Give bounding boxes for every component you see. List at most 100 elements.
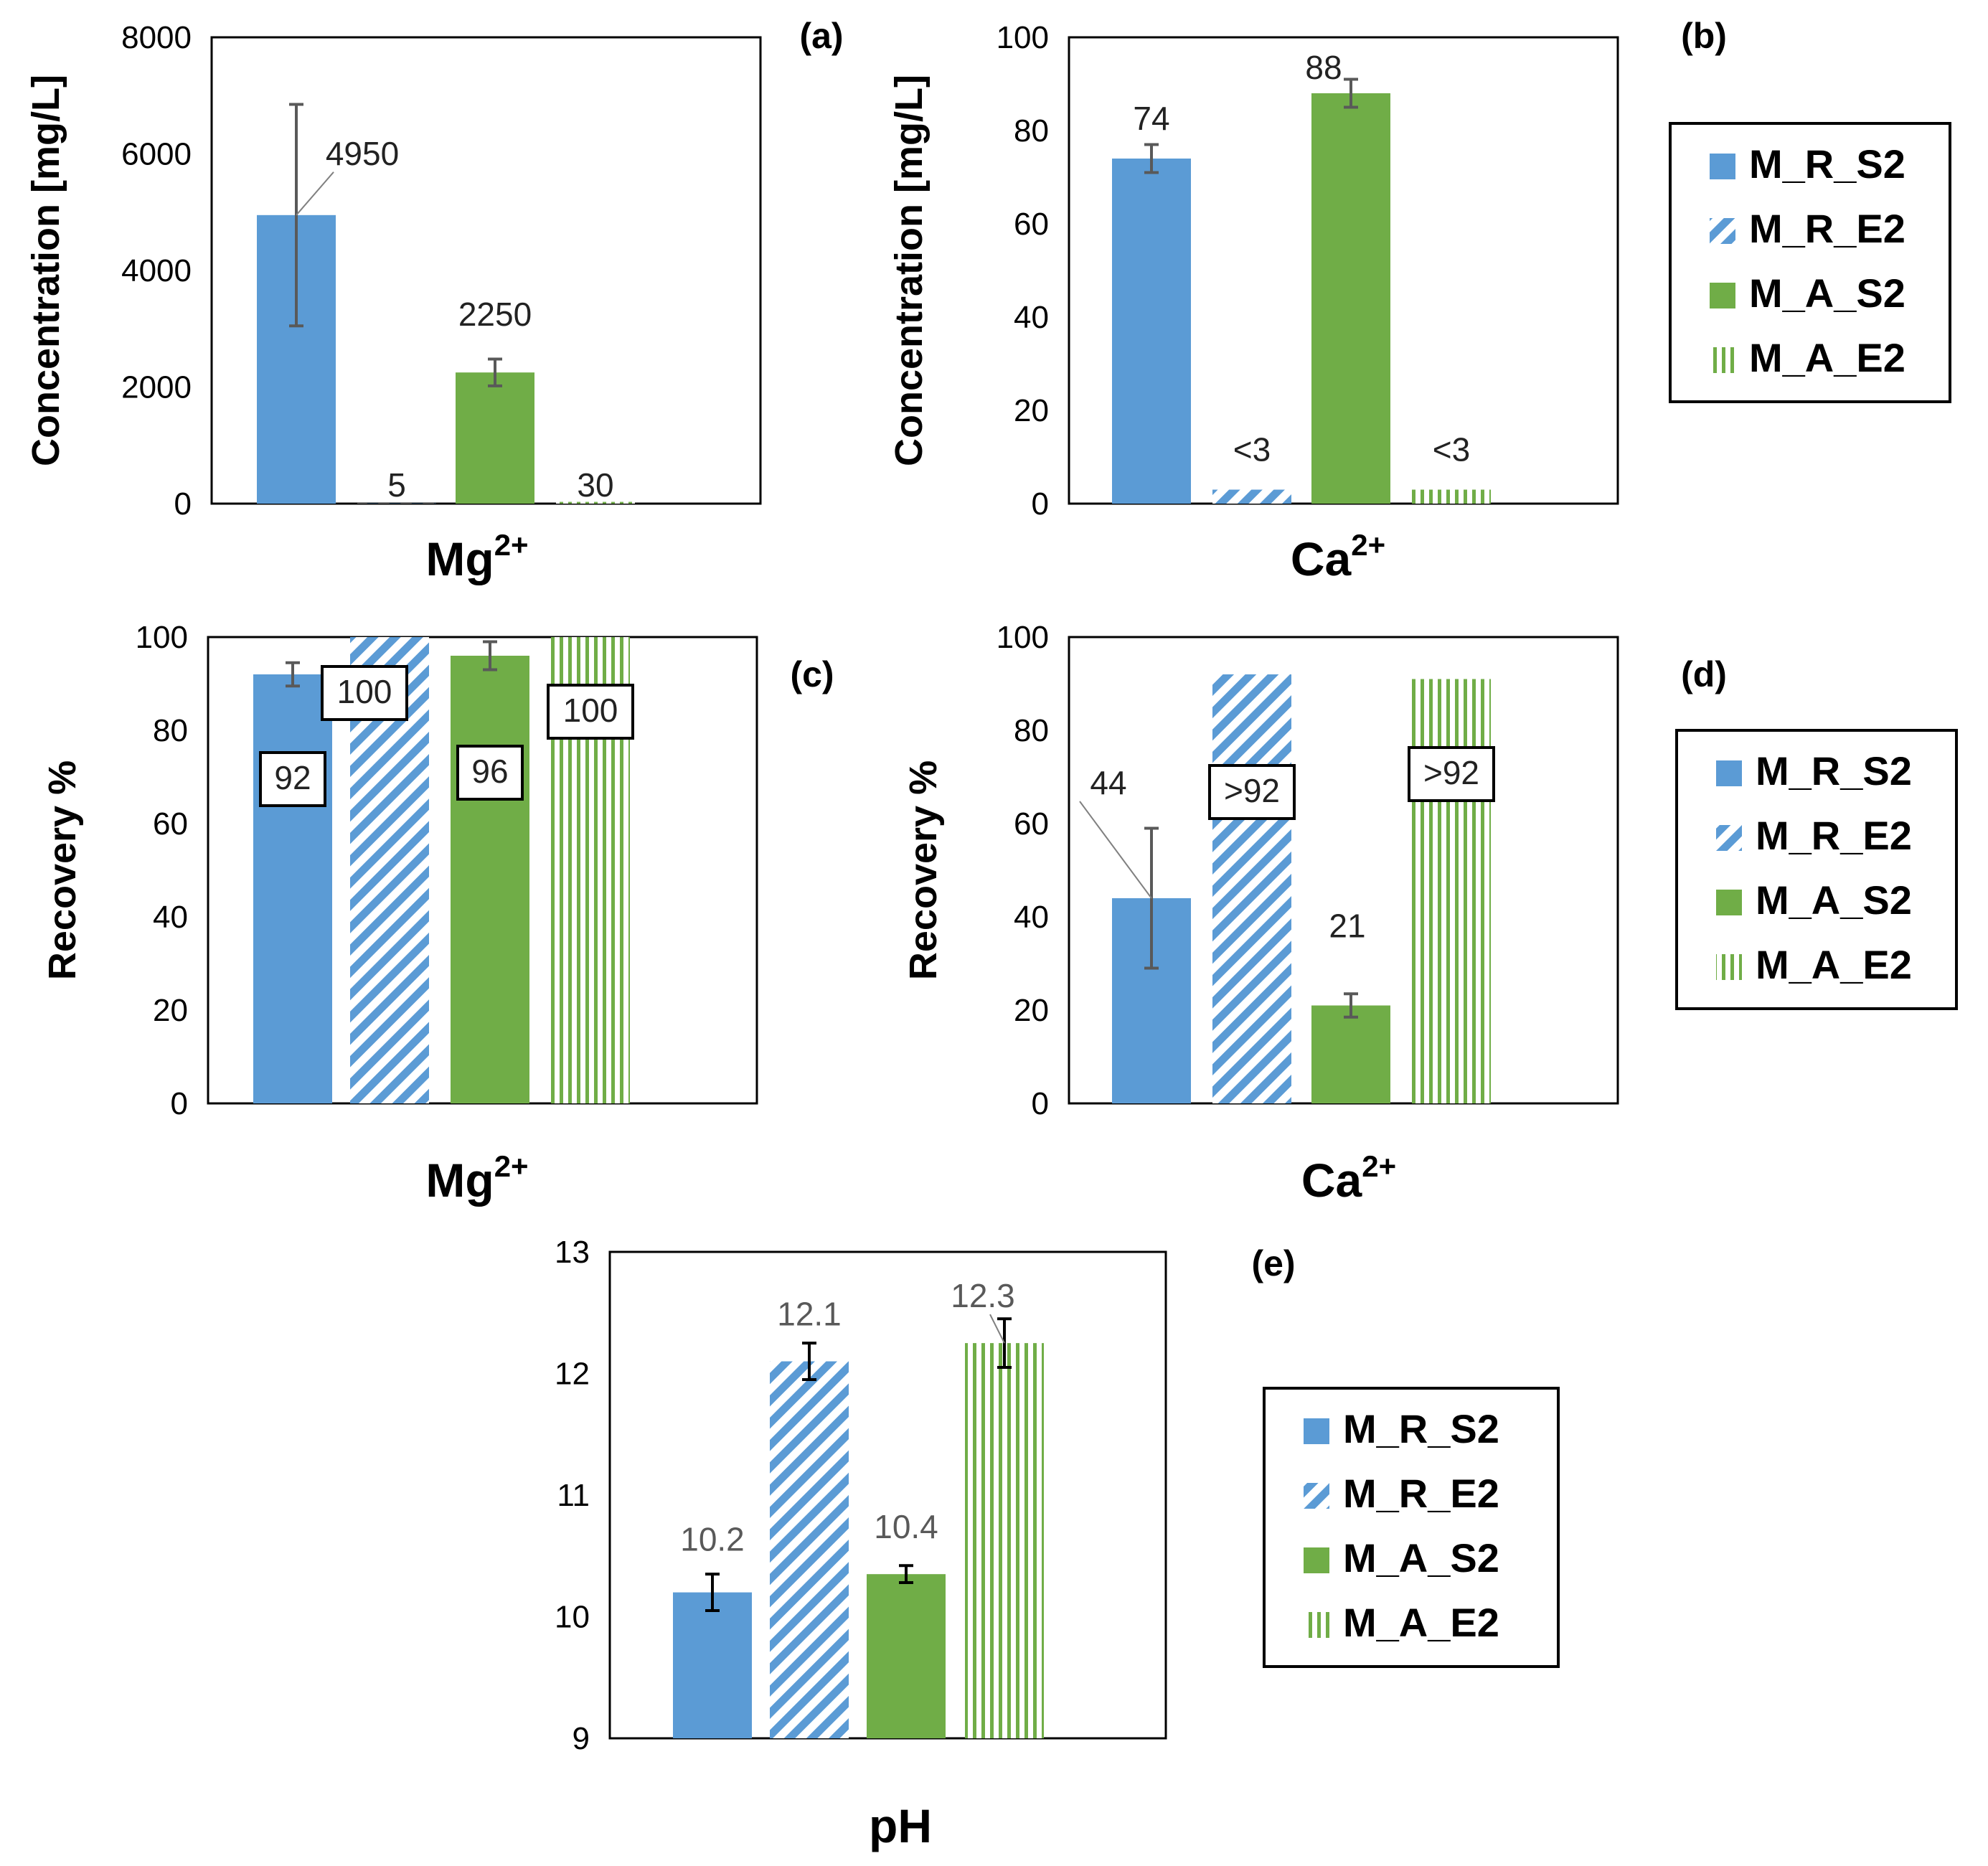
legend-label: M_R_S2 [1749,141,1905,187]
y-tick-label: 60 [153,806,188,842]
bar-m-r-s2 [673,1592,752,1738]
y-tick-label: 100 [136,620,188,655]
data-label-box [321,665,408,721]
legend-label: M_R_E2 [1756,813,1912,858]
legend-swatch-solid-green-icon [1304,1547,1329,1573]
bar-m-r-s2 [1112,159,1191,504]
legend-label: M_R_E2 [1343,1471,1499,1516]
y-tick-label: 4000 [121,253,192,288]
y-tick-label: 60 [1014,207,1049,242]
data-label: 12.1 [777,1296,842,1333]
data-label: <3 [1233,431,1271,468]
data-label: 2250 [458,296,532,333]
panel-b-plot: 0 20 40 60 80 100 74 <3 88 <3 [997,20,1619,522]
y-tick-label: 0 [1032,1086,1049,1121]
panel-a-y-axis-label: Concentration [mg/L] [24,75,67,466]
legend-swatch-solid-blue-icon [1716,760,1742,786]
legend-swatch-solid-blue-icon [1304,1418,1329,1444]
data-label-box [1408,746,1495,802]
panel-a-label: (a) [799,16,843,56]
data-label-leader [989,1314,1005,1344]
data-label-box [547,684,634,740]
legend-top: M_R_S2 M_R_E2 M_A_S2 M_A_E2 [1669,122,1951,403]
data-label: 96 [471,753,508,790]
y-tick-label: 40 [1014,900,1049,935]
panel-b-y-axis-label: Concentration [mg/L] [887,75,931,466]
data-label: 92 [274,759,311,796]
legend-swatch-solid-green-icon [1710,283,1735,308]
panel-e: 9 10 11 12 13 10.2 12.1 10.4 12.3 pH (e) [555,1235,1296,1852]
data-label: 21 [1329,908,1365,945]
bar-m-a-s2 [1311,93,1390,504]
legend-label: M_A_E2 [1756,942,1912,987]
bar-m-a-s2 [867,1574,946,1738]
legend-label: M_A_S2 [1749,270,1905,316]
y-tick-label: 13 [555,1235,590,1270]
bar-m-r-e2 [1212,674,1291,1103]
panel-a: 0 2000 4000 6000 8000 4950 5 2250 30 Concentrati… [24,16,844,585]
legend-label: M_A_E2 [1749,335,1905,380]
legend-label: M_A_E2 [1343,1600,1499,1645]
panel-c-label: (c) [790,654,834,694]
y-tick-label: 0 [1032,486,1049,522]
y-tick-label: 100 [997,620,1049,655]
data-label: 74 [1133,100,1169,137]
panel-d-x-axis-label: Ca2+ [1301,1149,1396,1207]
panel-e-x-axis-label: pH [869,1799,932,1852]
legend-bottom: M_R_S2 M_R_E2 M_A_S2 M_A_E2 [1263,1387,1560,1668]
y-tick-label: 80 [1014,713,1049,748]
y-tick-label: 80 [1014,113,1049,149]
legend-label: M_R_S2 [1343,1406,1499,1451]
data-label: 5 [387,466,406,504]
bar-m-a-e2 [965,1343,1044,1738]
data-label-box [259,751,326,807]
data-label: 100 [337,673,392,710]
data-label: 88 [1305,49,1342,86]
legend-swatch-hatch-diagonal-blue-icon [1716,825,1742,851]
legend-swatch-hatch-vertical-green-icon [1716,954,1742,980]
y-tick-label: 100 [997,20,1049,55]
panel-d-label: (d) [1681,654,1727,694]
legend-label: M_R_E2 [1749,206,1905,251]
data-label-box [456,745,524,801]
bar-m-a-e2 [556,501,635,504]
bar-m-r-e2 [1212,489,1291,504]
data-label-leader [296,171,334,216]
y-tick-label: 20 [1014,393,1049,428]
data-label-box [1208,764,1296,820]
y-tick-label: 11 [557,1478,590,1513]
data-label: 10.2 [680,1521,745,1558]
panel-b: 0 20 40 60 80 100 74 <3 88 <3 Concentration [mg/L… [887,16,1727,585]
y-tick-label: 9 [573,1721,590,1756]
bar-m-a-s2 [1311,1005,1390,1103]
panel-c-x-axis-label: Mg2+ [425,1149,528,1207]
y-tick-label: 0 [171,1086,188,1121]
data-label-leader [1079,801,1152,899]
bar-m-a-s2 [456,372,534,504]
y-tick-label: 10 [555,1600,590,1635]
legend-label: M_A_S2 [1343,1535,1499,1580]
data-label: 10.4 [874,1508,938,1545]
y-tick-label: 60 [1014,806,1049,842]
legend-swatch-hatch-diagonal-blue-icon [1304,1483,1329,1509]
panel-a-plot: 0 2000 4000 6000 8000 4950 5 2250 30 [121,20,762,522]
y-tick-label: 80 [153,713,188,748]
data-label: >92 [1224,772,1280,809]
bar-m-a-e2 [1412,679,1491,1103]
legend-label: M_R_S2 [1756,748,1912,793]
panel-c-plot: 0 20 40 60 80 100 92 100 96 100 [136,620,758,1121]
y-tick-label: 0 [174,486,192,522]
panel-b-label: (b) [1681,16,1727,56]
panel-d-plot: 0 20 40 60 80 100 44 >92 21 >92 [997,620,1619,1121]
y-tick-label: 2000 [121,370,192,405]
panel-e-label: (e) [1251,1243,1295,1283]
panel-c-y-axis-label: Recovery % [41,760,84,980]
data-label: >92 [1423,754,1479,791]
data-label: 4950 [326,135,399,172]
bar-m-r-s2 [253,674,332,1103]
bar-m-a-s2 [451,656,529,1103]
y-tick-label: 20 [1014,993,1049,1028]
y-tick-label: 20 [153,993,188,1028]
y-tick-label: 40 [1014,300,1049,335]
